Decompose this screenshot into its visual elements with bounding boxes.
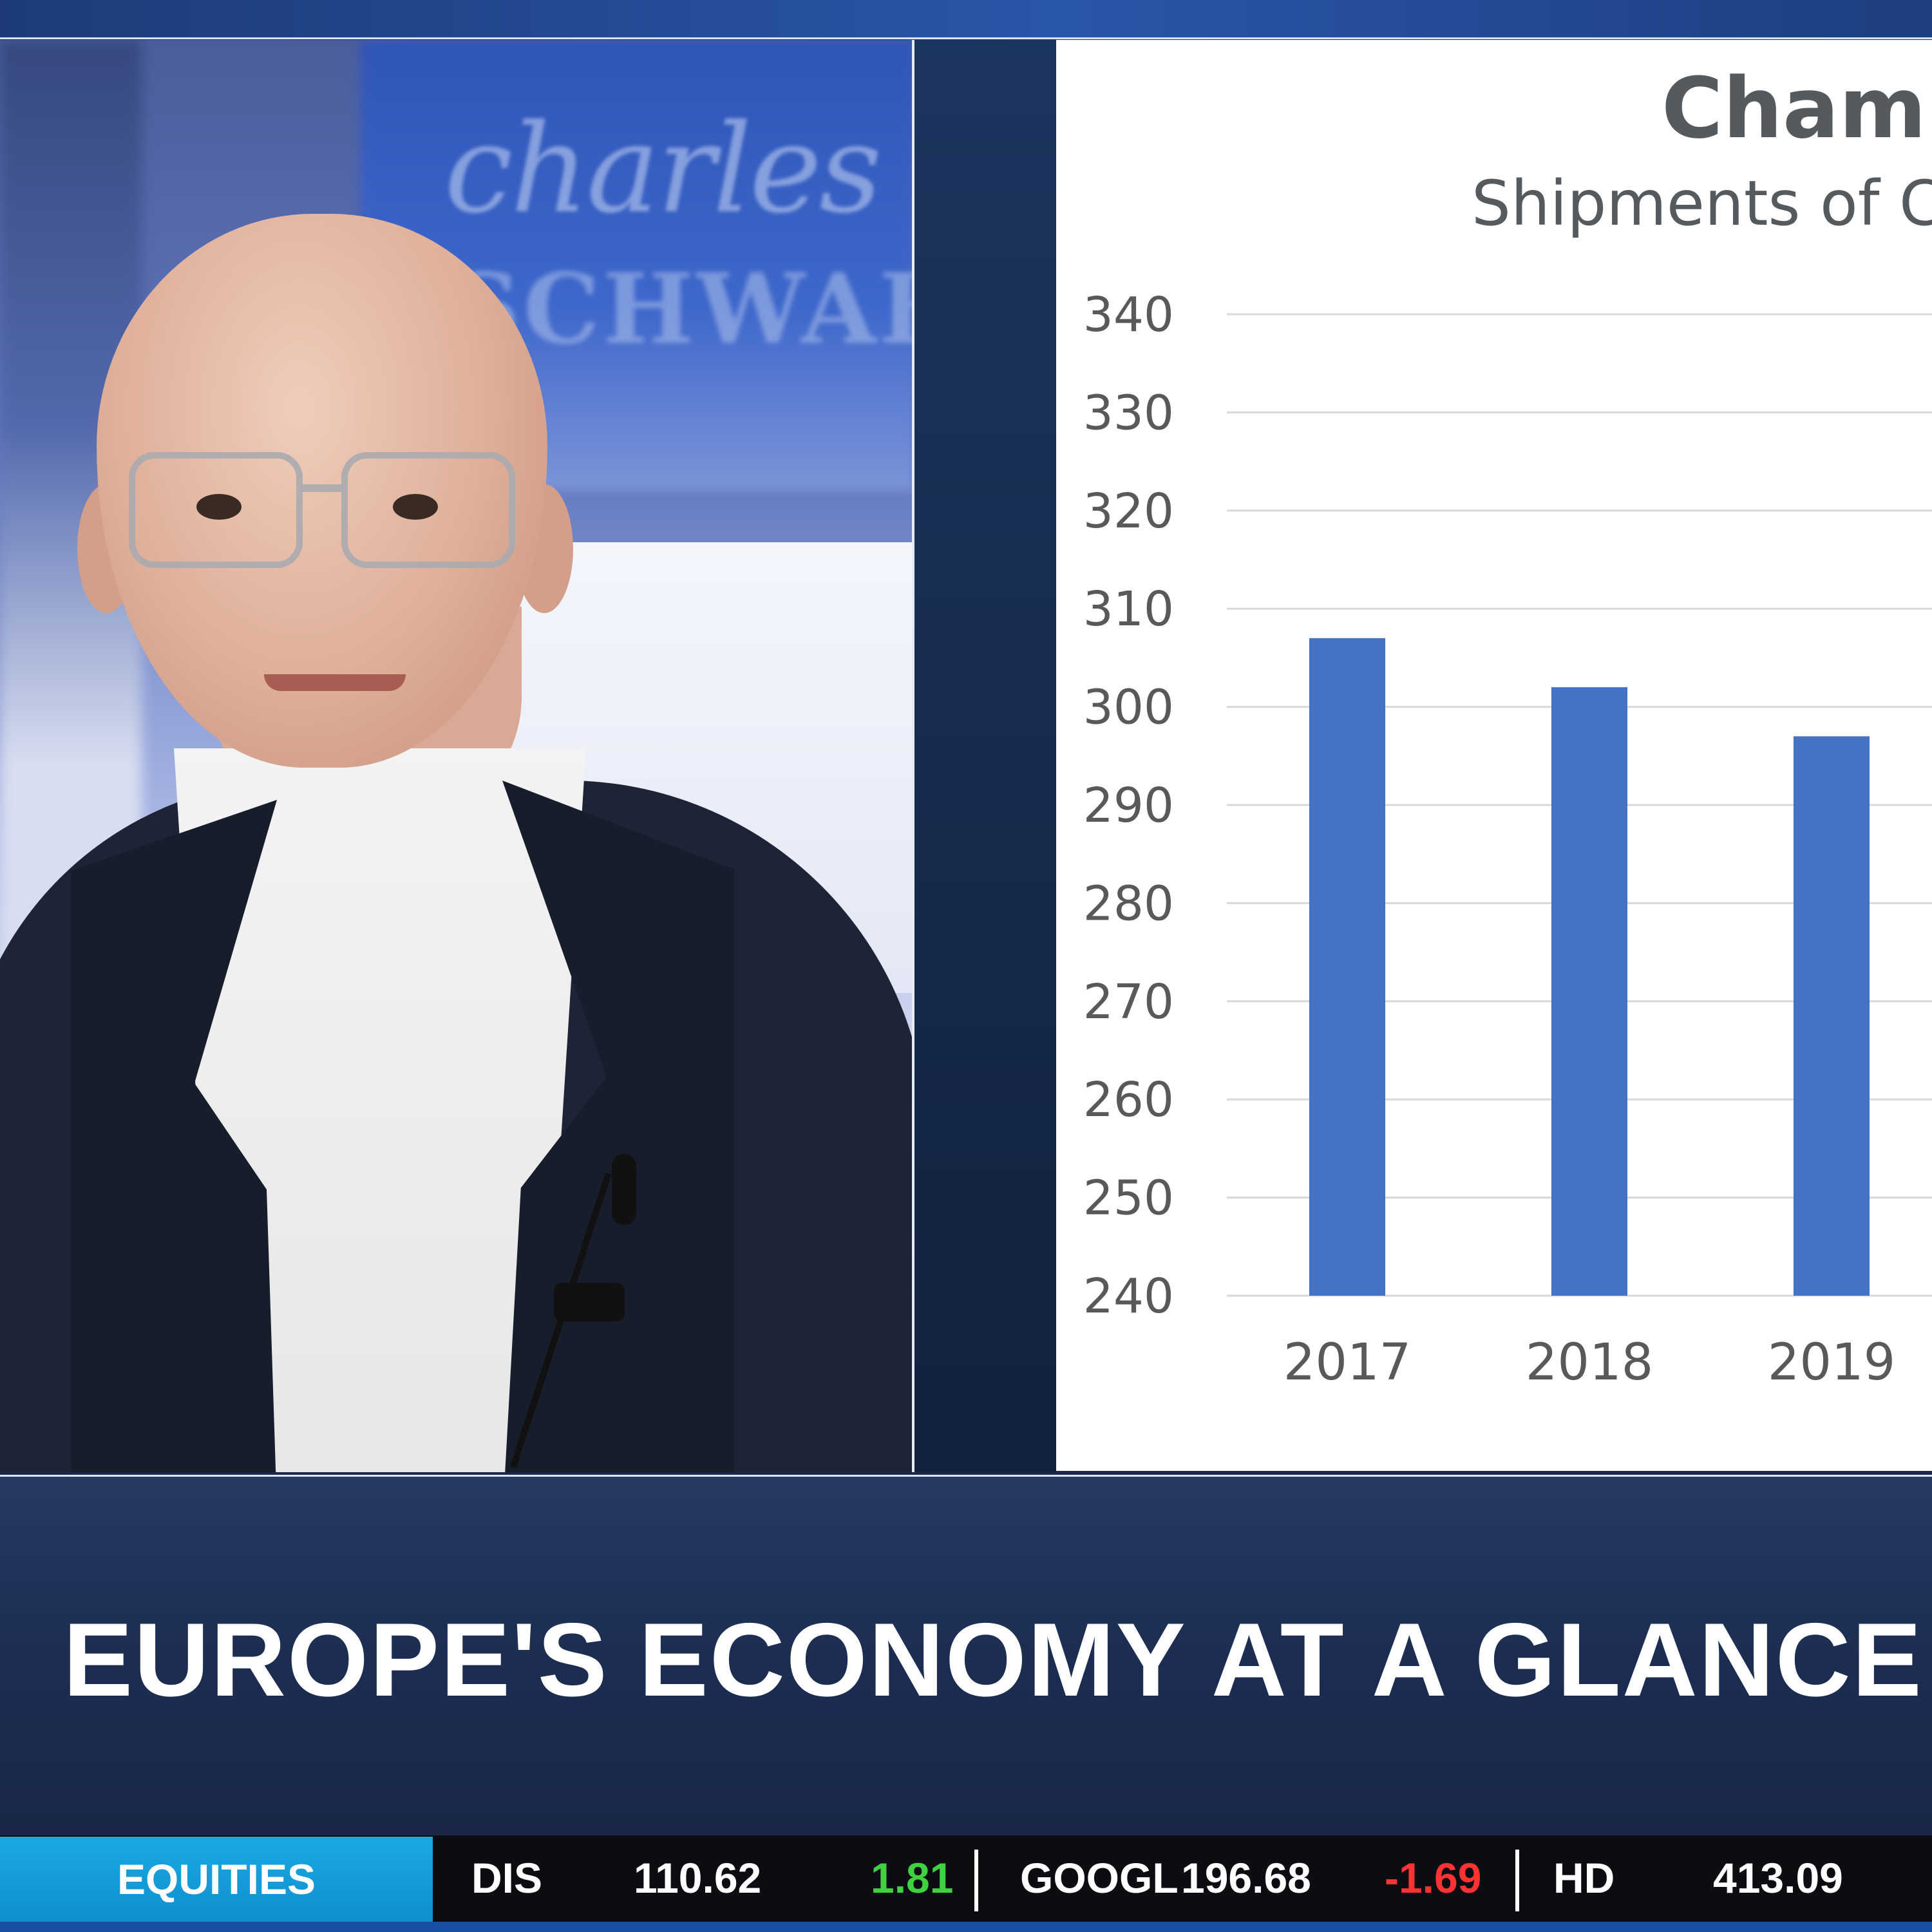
y-tick-label: 290 (1083, 778, 1174, 833)
y-tick-label: 280 (1083, 876, 1174, 931)
presenter-eye-right (393, 494, 438, 520)
y-tick-label: 320 (1083, 484, 1174, 539)
presenter (0, 40, 912, 1472)
ticker-change-dis: 1.81 (871, 1854, 954, 1902)
chart-frame-strip (914, 40, 1056, 1472)
ticker-bottom-accent (0, 1922, 1932, 1932)
ticker-price-hd: 413.09 (1713, 1854, 1843, 1902)
presenter-mouth (264, 674, 406, 691)
y-tick-label: 260 (1083, 1072, 1174, 1128)
chart-x-tick-labels: 2017 2018 2019 (1283, 1334, 1896, 1392)
headline: EUROPE'S ECONOMY AT A GLANCE (63, 1602, 1923, 1718)
y-tick-label: 300 (1083, 680, 1174, 735)
chart-bar-2019 (1794, 736, 1870, 1296)
ticker-price-googl: 196.68 (1181, 1854, 1311, 1902)
chart-bar-2017 (1309, 638, 1385, 1296)
chart-bars (1309, 638, 1870, 1296)
ticker-symbol-hd: HD (1553, 1854, 1615, 1902)
lapel-mic-icon (612, 1154, 636, 1225)
top-accent-bar (0, 0, 1932, 39)
chart-bar-2018 (1551, 687, 1627, 1296)
x-tick-label-2018: 2018 (1526, 1334, 1654, 1392)
y-tick-label: 340 (1083, 287, 1174, 343)
y-tick-label: 240 (1083, 1269, 1174, 1324)
ticker-price-dis: 110.62 (634, 1854, 762, 1902)
chart-subtitle: Shipments of Ch (1472, 167, 1932, 240)
backdrop-brand-line1: charles (444, 98, 882, 240)
glasses-right-lens (341, 452, 515, 568)
y-tick-label: 270 (1083, 974, 1174, 1030)
ticker-category-label: EQUITIES (0, 1837, 433, 1922)
glasses-bridge (301, 484, 343, 492)
ticker-symbol-googl: GOOGL (1020, 1854, 1179, 1902)
chart-panel: Champ Shipments of Ch 340 330 320 310 300 290… (1056, 40, 1932, 1471)
presenter-eye-left (196, 494, 242, 520)
y-tick-label: 330 (1083, 385, 1174, 440)
backdrop-brand-line2: SCHWAB (451, 252, 914, 366)
mic-clip (554, 1283, 625, 1321)
y-tick-label: 310 (1083, 582, 1174, 637)
x-tick-label-2019: 2019 (1768, 1334, 1896, 1392)
ticker-separator (974, 1850, 978, 1911)
y-tick-label: 250 (1083, 1171, 1174, 1226)
presenter-video: charles SCHWAB (0, 40, 914, 1472)
chart-y-tick-labels: 340 330 320 310 300 290 280 270 260 250 240 (1083, 287, 1174, 1324)
x-tick-label-2017: 2017 (1283, 1334, 1412, 1392)
ticker-separator (1515, 1850, 1519, 1911)
glasses-left-lens (129, 452, 303, 568)
ticker-symbol-dis: DIS (471, 1854, 543, 1902)
lower-third-banner (0, 1475, 1932, 1837)
ticker-change-googl: -1.69 (1385, 1854, 1482, 1902)
chart-title: Champ (1662, 59, 1932, 157)
